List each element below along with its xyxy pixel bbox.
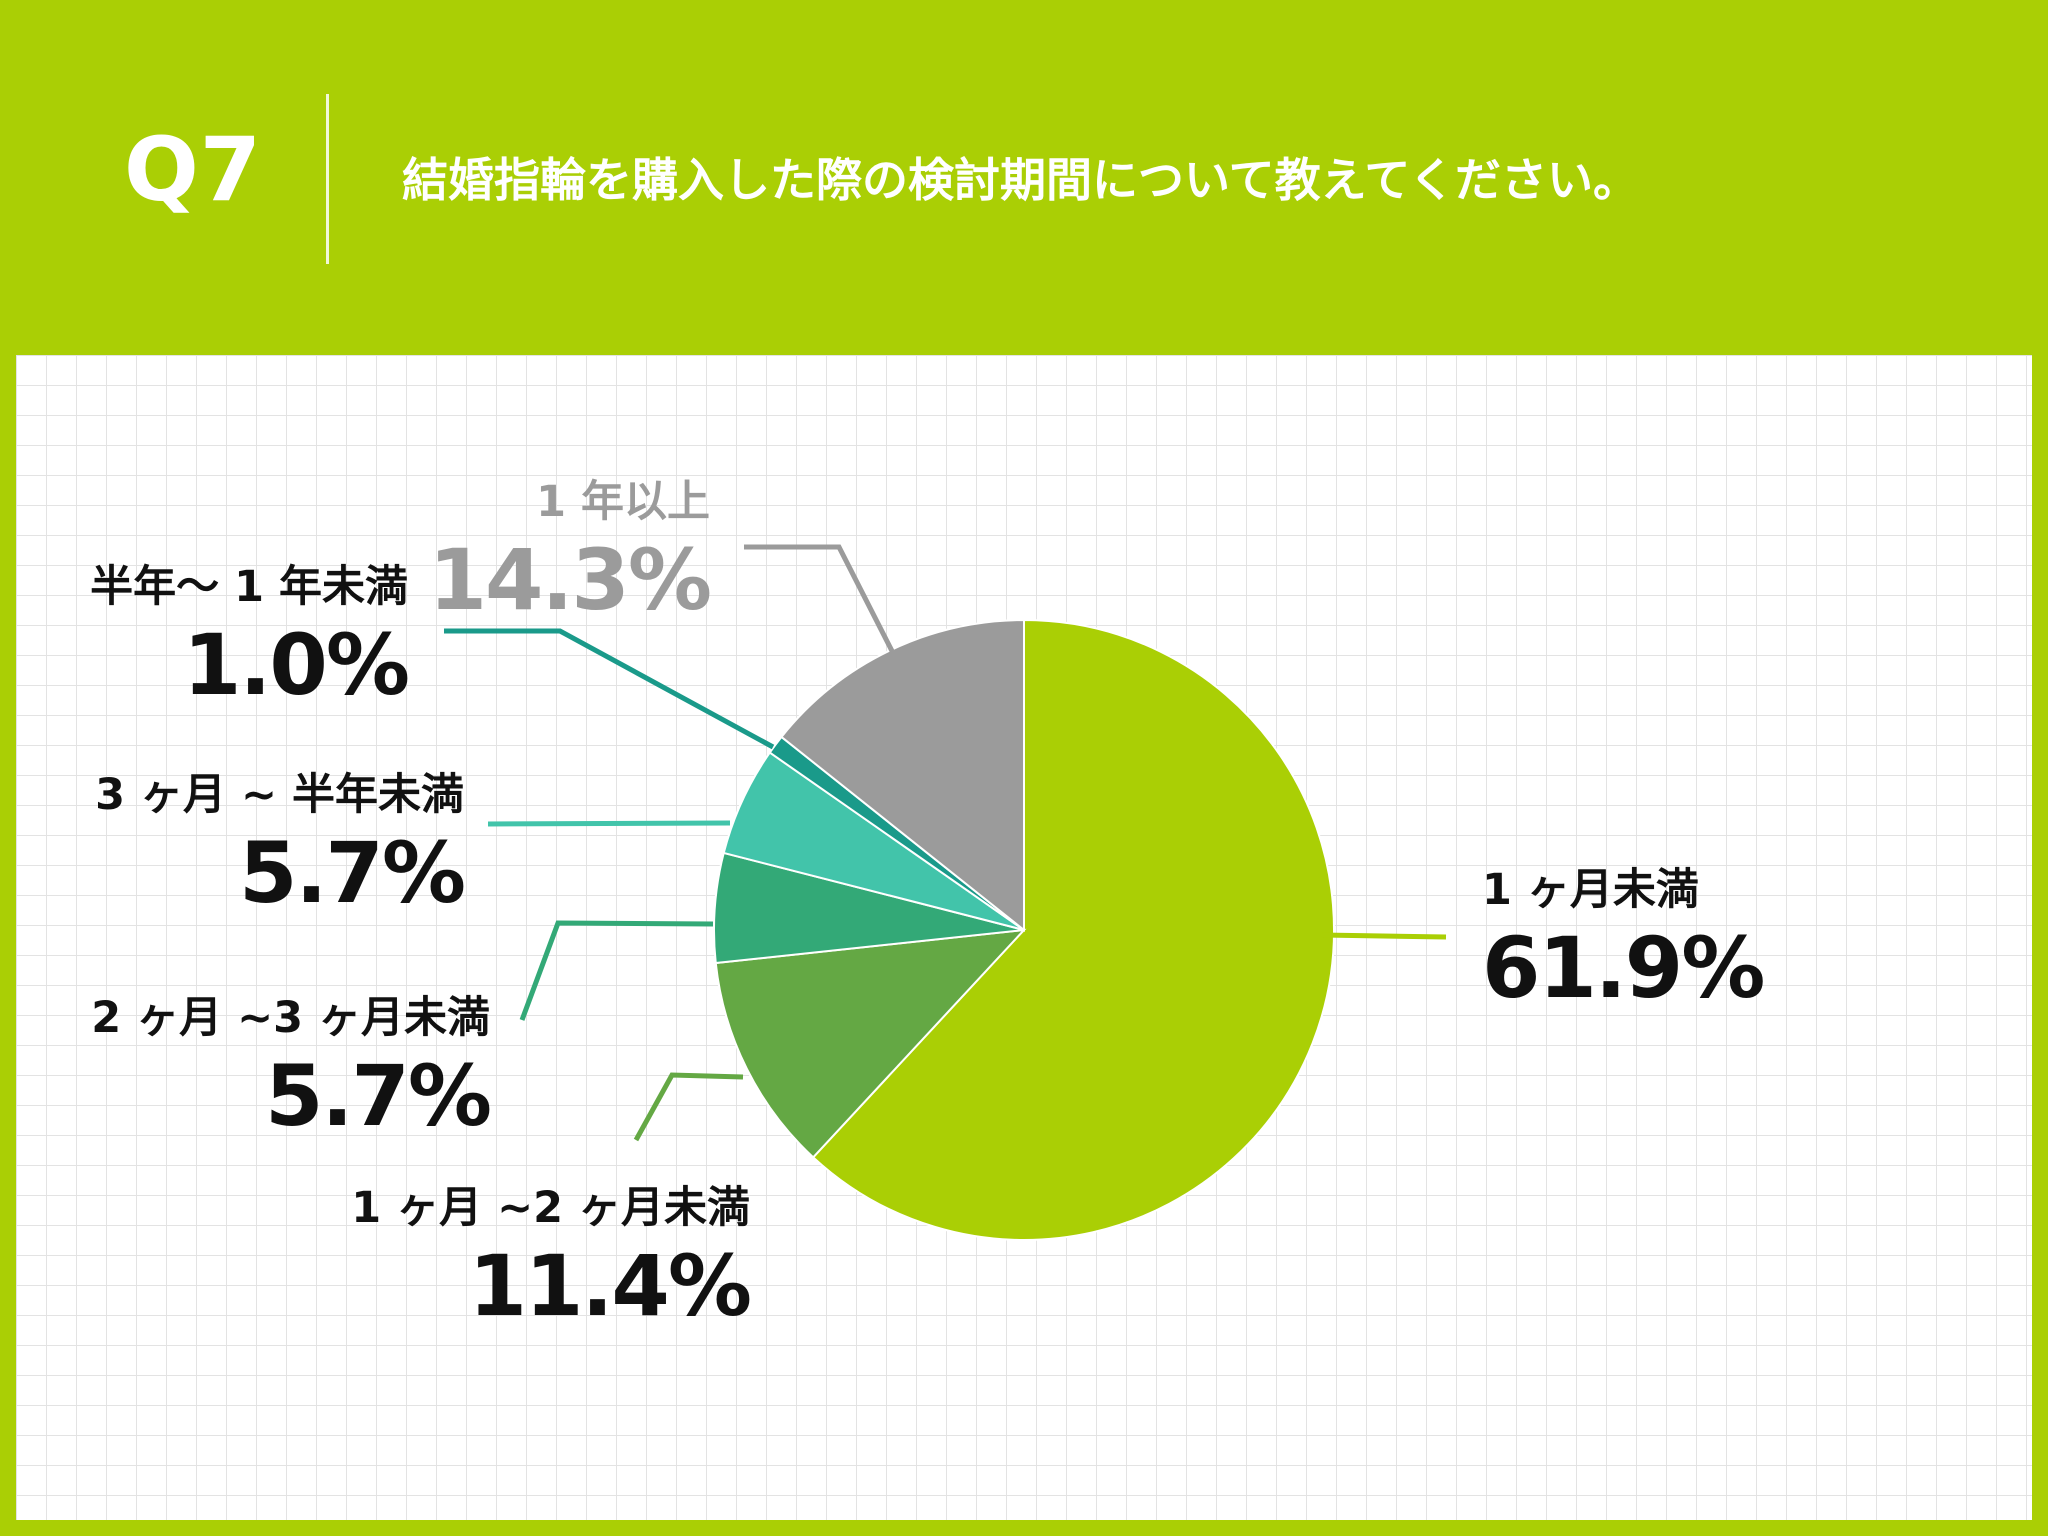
slice-percent-label: 5.7% xyxy=(239,824,466,922)
leader-line-5 xyxy=(444,628,775,750)
header-divider xyxy=(326,94,329,264)
slice-category-label: 半年〜 1 年未満 xyxy=(90,562,408,612)
slice-percent-label: 14.3% xyxy=(428,531,712,629)
slice-percent-label: 11.4% xyxy=(468,1237,752,1335)
chart-panel: 1 ヶ月未満 61.9% 1 ヶ月 ~2 ヶ月未満 11.4% 2 ヶ月 ~3 ヶ月未満… xyxy=(16,355,2032,1520)
slice-percent-label: 5.7% xyxy=(265,1047,492,1145)
slice-label-1: 1 ヶ月未満 61.9% xyxy=(1482,855,1765,1017)
slice-label-6: 1 年以上 14.3% xyxy=(428,467,712,629)
slice-label-5: 半年〜 1 年未満 1.0% xyxy=(90,552,410,714)
leader-line-4 xyxy=(487,820,731,827)
header: Q7 結婚指輪を購入した際の検討期間について教えてください。 xyxy=(0,0,2048,355)
slice-category-label: 1 ヶ月 ~2 ヶ月未満 xyxy=(351,1183,750,1233)
slice-category-label: 1 年以上 xyxy=(536,477,710,527)
slice-percent-label: 61.9% xyxy=(1482,919,1765,1017)
slice-category-label: 2 ヶ月 ~3 ヶ月未満 xyxy=(91,993,490,1043)
slice-category-label: 1 ヶ月未満 xyxy=(1482,865,1699,915)
question-text: 結婚指輪を購入した際の検討期間について教えてください。 xyxy=(402,153,1639,207)
slice-category-label: 3 ヶ月 ~ 半年未満 xyxy=(95,770,464,820)
leader-line-1 xyxy=(1321,932,1447,940)
pie-slice-2 xyxy=(714,928,1027,1159)
question-number: Q7 xyxy=(124,118,263,221)
slice-label-2: 1 ヶ月 ~2 ヶ月未満 11.4% xyxy=(351,1173,752,1335)
slice-label-4: 3 ヶ月 ~ 半年未満 5.7% xyxy=(95,760,466,922)
slice-label-3: 2 ヶ月 ~3 ヶ月未満 5.7% xyxy=(91,983,492,1145)
pie-chart xyxy=(444,544,1447,1241)
leader-line-2 xyxy=(633,1072,744,1142)
leader-line-6 xyxy=(744,544,895,653)
slice-percent-label: 1.0% xyxy=(183,616,410,714)
pie-slice-1 xyxy=(811,618,1335,1241)
leader-line-3 xyxy=(519,920,714,1021)
